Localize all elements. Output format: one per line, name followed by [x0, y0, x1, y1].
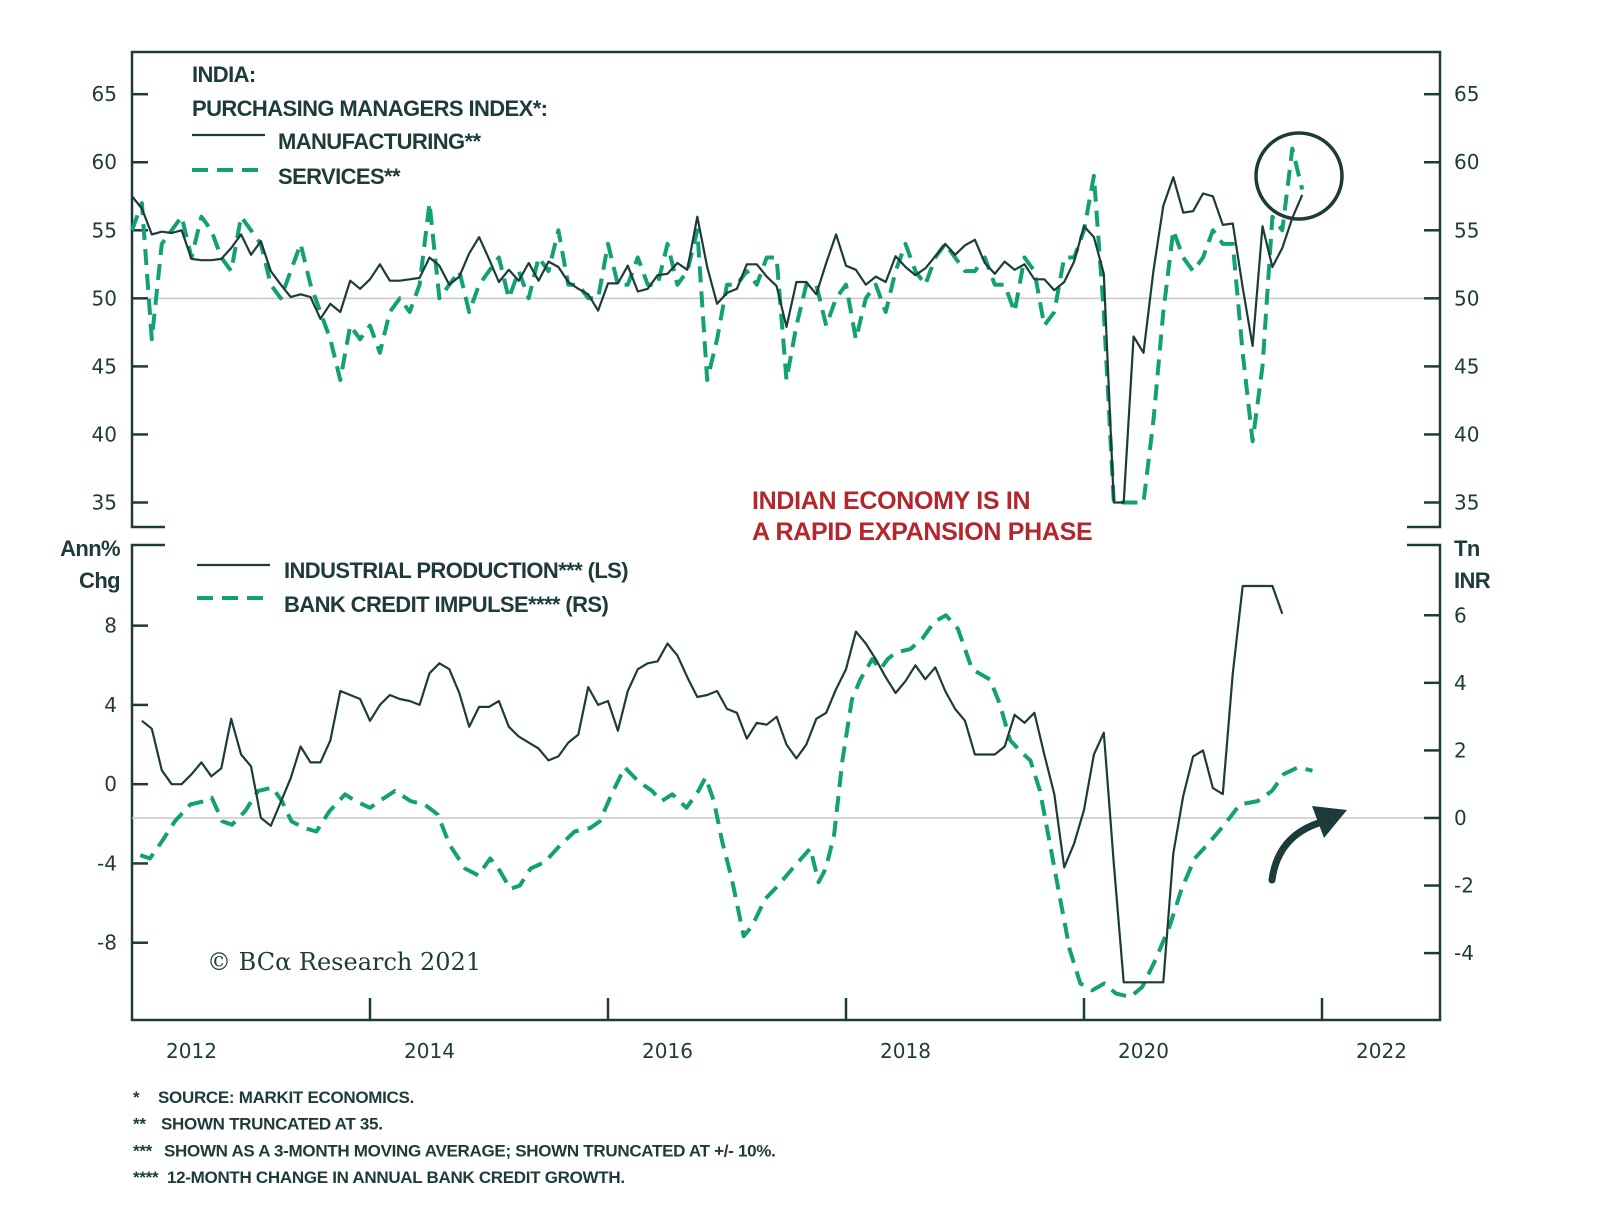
footnote-marker: * — [133, 1088, 140, 1107]
services-pmi-line — [130, 146, 1305, 505]
footnote-text: SHOWN AS A 3-MONTH MOVING AVERAGE; SHOWN… — [164, 1141, 776, 1160]
y-tick-label-right: -4 — [1454, 941, 1474, 965]
y-tick-label-left: 8 — [104, 614, 117, 638]
y-tick-label-left: 55 — [92, 218, 117, 242]
y-tick-label-left: 60 — [92, 150, 117, 174]
y-tick-label-left: 4 — [104, 693, 117, 717]
y-tick-label-right: -2 — [1454, 874, 1474, 898]
y-tick-label-left: 65 — [92, 82, 117, 106]
y-tick-label-right: 4 — [1454, 671, 1467, 695]
x-tick-label: 2014 — [404, 1039, 455, 1063]
top-panel-frame — [130, 50, 1442, 529]
legend-label-industrial-production: INDUSTRIAL PRODUCTION*** (LS) — [284, 558, 628, 583]
left-axis-unit-line2: Chg — [79, 568, 120, 593]
axis-ticks: 6560555045403565605550454035840-4-86420-… — [92, 82, 1480, 1063]
manufacturing-pmi-line — [131, 176, 1304, 504]
footnote-text: 12-MONTH CHANGE IN ANNUAL BANK CREDIT GR… — [167, 1168, 625, 1187]
x-tick-label: 2016 — [642, 1039, 693, 1063]
right-axis-unit-line1: Tn — [1454, 536, 1480, 561]
series-lines — [130, 146, 1313, 999]
x-tick-label: 2022 — [1356, 1039, 1407, 1063]
y-tick-label-left: 35 — [92, 491, 117, 515]
y-tick-label-right: 45 — [1454, 354, 1479, 378]
bottom-panel-frame — [130, 543, 1442, 1022]
x-tick-label: 2018 — [880, 1039, 931, 1063]
y-tick-label-right: 55 — [1454, 218, 1479, 242]
legend-label-manufacturing: MANUFACTURING** — [278, 129, 481, 154]
annotation-line1: INDIAN ECONOMY IS IN — [752, 487, 1030, 515]
chart-title: PURCHASING MANAGERS INDEX*: — [192, 96, 547, 121]
footnote-marker: *** — [133, 1141, 153, 1160]
industrial-production-line — [141, 584, 1284, 984]
upward-arrow-icon — [1268, 806, 1347, 884]
y-tick-label-right: 65 — [1454, 82, 1479, 106]
y-tick-label-right: 60 — [1454, 150, 1479, 174]
right-axis-unit-line2: INR — [1454, 568, 1491, 593]
footnote-marker: ** — [133, 1115, 146, 1134]
chart-title-country: INDIA: — [192, 62, 256, 87]
chart-frame — [130, 50, 1442, 1022]
footnote-text: SHOWN TRUNCATED AT 35. — [161, 1115, 383, 1134]
footnote-marker: **** — [133, 1168, 159, 1187]
y-tick-label-left: -8 — [97, 931, 117, 955]
y-tick-label-right: 2 — [1454, 738, 1467, 762]
highlight-circle — [1254, 131, 1344, 221]
legend-label-services: SERVICES** — [278, 164, 401, 189]
y-tick-label-left: 45 — [92, 354, 117, 378]
y-tick-label-right: 40 — [1454, 422, 1479, 446]
y-tick-label-right: 0 — [1454, 806, 1467, 830]
y-tick-label-left: 40 — [92, 422, 117, 446]
left-axis-unit-line1: Ann% — [60, 536, 120, 561]
bank-credit-impulse-line — [139, 613, 1313, 999]
y-tick-label-left: -4 — [97, 851, 117, 875]
y-tick-label-left: 0 — [104, 772, 117, 796]
y-tick-label-left: 50 — [92, 286, 117, 310]
copyright: © BCα Research 2021 — [207, 948, 481, 976]
y-tick-label-right: 6 — [1454, 603, 1467, 627]
footnotes: * SOURCE: MARKIT ECONOMICS. ** SHOWN TRUNCA… — [133, 1088, 776, 1187]
legend-label-bank-credit-impulse: BANK CREDIT IMPULSE**** (RS) — [284, 592, 608, 617]
x-tick-label: 2020 — [1118, 1039, 1169, 1063]
reference-lines — [132, 297, 1440, 819]
x-tick-label: 2012 — [166, 1039, 217, 1063]
y-tick-label-right: 35 — [1454, 491, 1479, 515]
y-tick-label-right: 50 — [1454, 286, 1479, 310]
annotation-line2: A RAPID EXPANSION PHASE — [752, 518, 1092, 546]
footnote-text: SOURCE: MARKIT ECONOMICS. — [158, 1088, 414, 1107]
